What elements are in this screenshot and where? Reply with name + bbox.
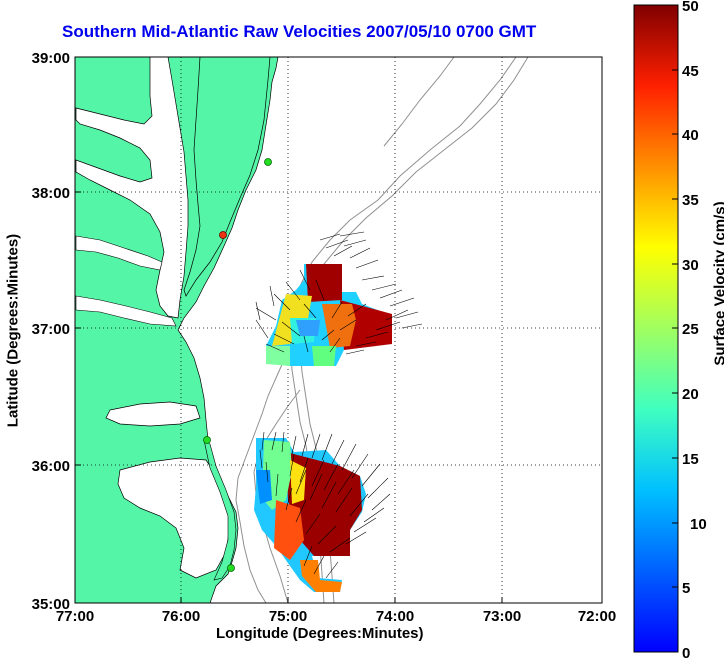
map-title: Southern Mid-Atlantic Raw Velocities 200… <box>62 22 537 41</box>
colorbar-tick-label: 40 <box>682 127 699 144</box>
y-tick-label: 36:00 <box>32 458 70 475</box>
colorbar-ticks <box>672 4 678 653</box>
colorbar-tick-label: 25 <box>682 321 699 338</box>
x-tick-label: 74:00 <box>376 608 414 625</box>
y-axis-label: Latitude (Degrees:Minutes) <box>4 233 22 428</box>
velocity-field-south <box>254 438 366 592</box>
colorbar-tick-labels: 50 45 40 35 30 25 20 15 10 5 0 <box>682 0 707 659</box>
station-marker <box>264 158 272 166</box>
x-tick-label: 73:00 <box>483 608 521 625</box>
velocity-vectors-north <box>255 231 423 355</box>
river-potomac <box>75 235 163 271</box>
y-tick-label: 38:00 <box>32 185 70 202</box>
x-tick-label: 76:00 <box>162 608 200 625</box>
velocity-field-north <box>266 264 392 366</box>
colorbar-tick-label: 35 <box>682 192 699 209</box>
colorbar-tick-label: 10 <box>690 516 707 533</box>
colorbar-tick-label: 30 <box>682 257 699 274</box>
colorbar-tick-label: 20 <box>682 386 699 403</box>
axis-ticks <box>74 56 603 604</box>
y-tick-label: 35:00 <box>32 596 70 613</box>
colorbar-tick-label: 45 <box>682 63 699 80</box>
y-tick-label: 37:00 <box>32 321 70 338</box>
x-tick-label: 72:00 <box>578 608 616 625</box>
station-marker <box>219 231 227 239</box>
station-marker <box>227 564 235 572</box>
river-james <box>75 295 177 327</box>
x-tick-labels: 77:00 76:00 75:00 74:00 73:00 72:00 <box>56 608 616 625</box>
colorbar-label: Surface Velocity (cm/s) <box>711 201 724 366</box>
colorbar-tick-label: 5 <box>682 580 690 597</box>
colorbar <box>633 4 679 653</box>
x-tick-label: 77:00 <box>56 608 94 625</box>
chesapeake-bay <box>75 57 189 319</box>
plot-frame <box>74 56 603 604</box>
colorbar-tick-label: 0 <box>682 645 690 659</box>
colorbar-tick-label: 50 <box>682 0 699 15</box>
y-tick-labels: 39:00 38:00 37:00 36:00 35:00 <box>32 50 70 613</box>
albemarle-sound <box>105 401 201 427</box>
velocity-vectors-south <box>259 431 391 579</box>
x-axis-label: Longitude (Degrees:Minutes) <box>216 625 424 642</box>
outer-banks <box>203 439 237 581</box>
land-eastern-shore <box>183 57 271 297</box>
y-tick-label: 39:00 <box>32 50 70 67</box>
station-marker <box>203 436 211 444</box>
x-tick-label: 75:00 <box>269 608 307 625</box>
pamlico-sound <box>117 457 231 579</box>
colorbar-tick-label: 15 <box>682 451 699 468</box>
